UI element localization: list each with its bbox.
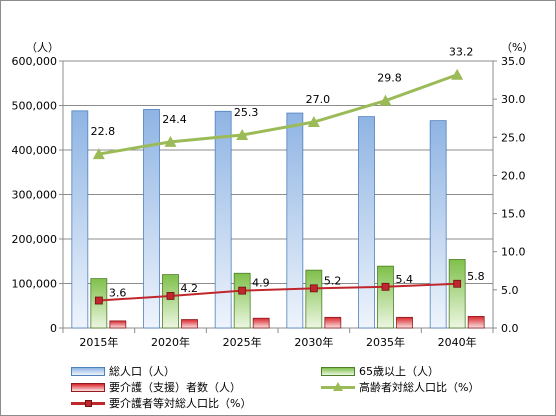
- legend-label-aged-ratio: 高齢者対総人口比（%）: [359, 381, 480, 394]
- marker-aged-ratio: [92, 148, 105, 160]
- x-axis-tick-label: 2025年: [223, 335, 262, 349]
- marker-care-ratio: [381, 282, 390, 291]
- bar-care-recipients: [252, 317, 270, 329]
- line-aged-ratio: [98, 73, 458, 156]
- bar-care-recipients: [467, 316, 485, 329]
- x-axis-tick-label: 2020年: [151, 335, 190, 349]
- left-axis-tick-label: 200,000: [12, 233, 58, 246]
- bar-aged-65: [162, 274, 179, 329]
- bar-care-recipients: [181, 319, 198, 329]
- marker-care-ratio: [238, 286, 247, 295]
- data-label-care-ratio: 5.2: [324, 274, 342, 287]
- right-axis-tick-label: 15.0: [501, 208, 526, 221]
- right-axis-tick-label: 0.0: [501, 322, 519, 335]
- legend-swatch-aged-65: [321, 366, 355, 376]
- legend-swatch-care-recipients: [71, 382, 105, 392]
- bar-aged-65: [448, 259, 466, 329]
- left-axis-tick-label: 400,000: [12, 144, 58, 157]
- marker-aged-ratio: [307, 116, 320, 128]
- legend-item-total-population: 総人口（人）: [71, 363, 321, 379]
- legend-label-care-ratio: 要介護者等対総人口比（%）: [109, 397, 252, 410]
- bar-total-population: [286, 112, 304, 329]
- bars: [71, 109, 485, 329]
- data-label-aged-ratio: 22.8: [91, 125, 116, 138]
- marker-care-ratio: [166, 292, 175, 300]
- bar-care-recipients: [324, 316, 342, 329]
- legend-swatch-aged-ratio: [321, 381, 355, 392]
- right-axis-tick-label: 25.0: [501, 131, 526, 144]
- legend-item-aged-ratio: 高齢者対総人口比（%）: [321, 379, 541, 395]
- marker-aged-ratio: [236, 128, 249, 140]
- left-axis-tick-label: 300,000: [12, 189, 58, 202]
- marker-care-ratio: [453, 279, 462, 288]
- legend-swatch-care-ratio: [71, 399, 105, 408]
- right-axis-tick-label: 10.0: [501, 246, 526, 259]
- marker-care-ratio: [309, 284, 318, 293]
- bar-total-population: [429, 120, 447, 329]
- bar-total-population: [358, 116, 375, 329]
- bar-total-population: [143, 109, 160, 329]
- bar-aged-65: [377, 265, 394, 329]
- legend-item-care-recipients: 要介護（支援）者数（人）: [71, 379, 321, 395]
- x-axis-tick-label: 2040年: [438, 335, 477, 349]
- data-label-aged-ratio: 24.4: [162, 113, 187, 126]
- legend-label-total-population: 総人口（人）: [109, 365, 175, 378]
- left-axis-tick-label: 100,000: [12, 278, 58, 291]
- line-care-ratio: [98, 282, 458, 302]
- labels: 22.8 24.4 25.3 27.0 29.8 33.2 3.6 4.2 4.9 5.2 5.4 5…: [91, 46, 485, 300]
- legend-item-care-ratio: 要介護者等対総人口比（%）: [71, 395, 321, 411]
- legend-swatch-total-population: [71, 366, 105, 376]
- left-axis-tick-label: 600,000: [12, 55, 58, 68]
- marker-care-ratio: [94, 296, 103, 305]
- legend-label-aged-65: 65歳以上（人）: [359, 365, 439, 378]
- right-axis-tick-label: 20.0: [501, 169, 526, 182]
- marker-aged-ratio: [164, 135, 177, 147]
- marker-aged-ratio: [379, 94, 392, 106]
- left-axis-tick-label: 500,000: [12, 100, 58, 113]
- data-label-care-ratio: 4.2: [181, 282, 199, 295]
- axes: 0 100,000 200,000 300,000 400,000 500,000 600,…: [12, 41, 534, 349]
- right-axis-tick-label: 5.0: [501, 284, 519, 297]
- x-axis-tick-label: 2030年: [294, 335, 333, 349]
- bar-total-population: [214, 110, 232, 329]
- marker-aged-ratio: [451, 68, 464, 80]
- data-label-care-ratio: 5.8: [467, 270, 485, 283]
- x-axis-tick-label: 2015年: [79, 335, 118, 349]
- data-label-aged-ratio: 33.2: [449, 46, 474, 59]
- legend: 総人口（人） 65歳以上（人） 要介護（支援）者数（人） 高齢者対総人口比（%）: [71, 363, 541, 411]
- bar-aged-65: [305, 269, 323, 329]
- left-axis-tick-label: 0: [50, 322, 57, 335]
- legend-label-care-recipients: 要介護（支援）者数（人）: [109, 381, 241, 394]
- legend-item-aged-65: 65歳以上（人）: [321, 363, 541, 379]
- gridlines: [63, 60, 493, 284]
- data-label-care-ratio: 3.6: [109, 287, 127, 300]
- right-axis-tick-label: 35.0: [501, 55, 526, 68]
- data-label-aged-ratio: 27.0: [306, 93, 331, 106]
- right-axis-tick-label: 30.0: [501, 93, 526, 106]
- data-label-care-ratio: 5.4: [396, 273, 414, 286]
- bar-total-population: [71, 110, 89, 329]
- data-label-aged-ratio: 25.3: [234, 106, 259, 119]
- x-axis-tick-label: 2035年: [366, 335, 405, 349]
- bar-care-recipients: [109, 320, 127, 329]
- bar-care-recipients: [396, 316, 413, 329]
- left-axis-unit: （人）: [26, 41, 59, 54]
- right-axis-unit: （%）: [501, 41, 533, 54]
- data-label-aged-ratio: 29.8: [377, 72, 402, 85]
- bar-aged-65: [233, 272, 251, 329]
- lines: [92, 68, 464, 305]
- data-label-care-ratio: 4.9: [252, 277, 270, 290]
